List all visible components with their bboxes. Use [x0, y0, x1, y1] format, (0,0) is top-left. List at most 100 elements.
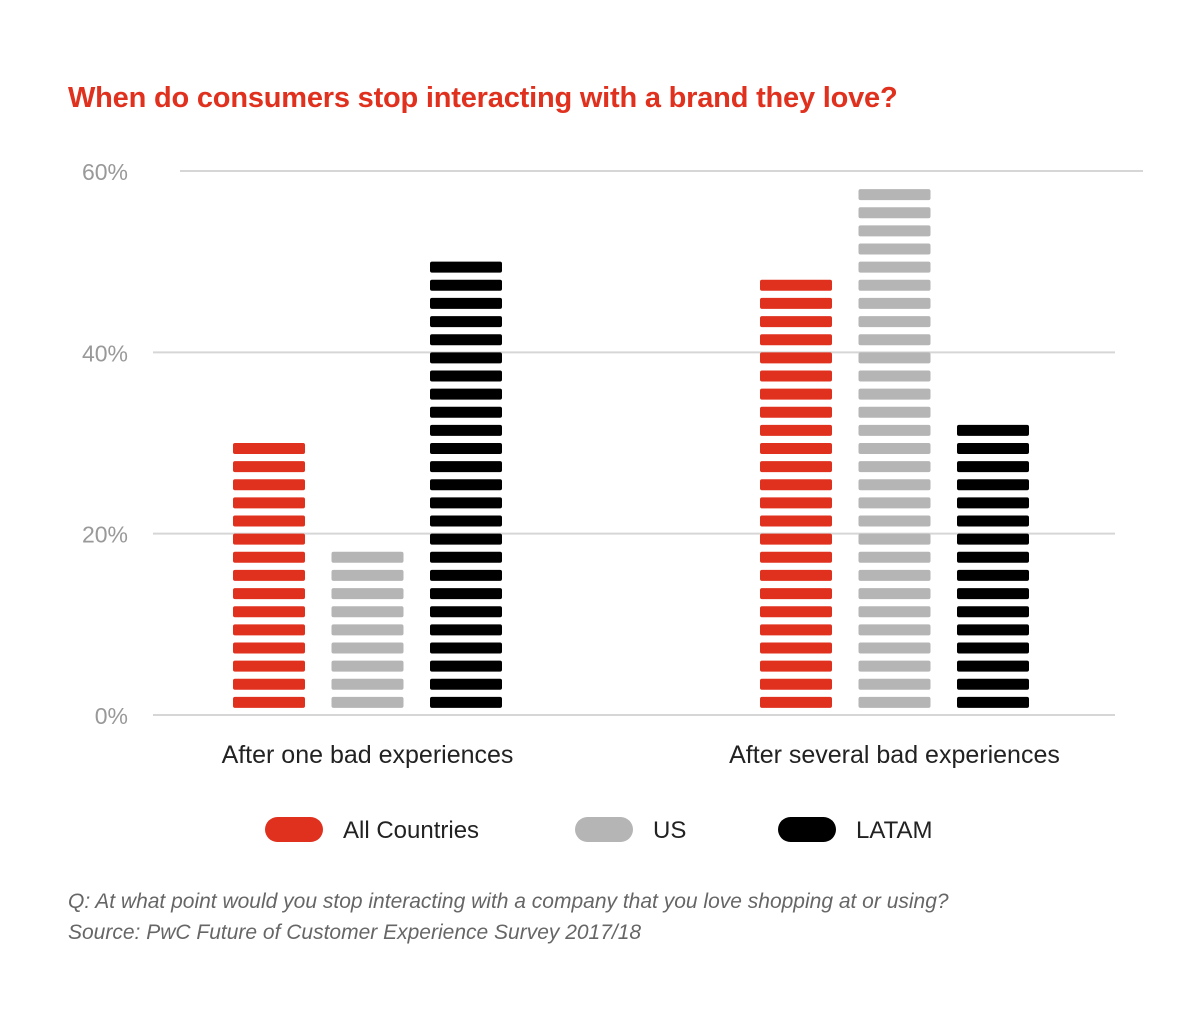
bar-stripe [858, 551, 931, 563]
bar-stripe [760, 479, 832, 491]
bar-stripe [430, 388, 502, 400]
bar-stripe [858, 352, 931, 364]
bar-all-countries [233, 443, 305, 708]
bar-stripe [858, 624, 931, 636]
bar-stripe [760, 497, 832, 509]
bar-stripe [858, 479, 931, 491]
y-tick-label: 20% [82, 522, 128, 548]
bar-stripe [430, 588, 502, 600]
bar-stripe [957, 696, 1029, 708]
bar-stripe [858, 569, 931, 581]
bar-stripe [760, 551, 832, 563]
bar-stripe [957, 515, 1029, 527]
bar-stripe [430, 297, 502, 309]
bar-stripe [760, 279, 832, 291]
bar-stripe [858, 443, 931, 454]
bar-stripe [760, 443, 832, 454]
bar-latam [957, 424, 1029, 708]
bar-stripe [957, 424, 1029, 436]
bar-stripe [957, 588, 1029, 600]
bar-stripe [430, 606, 502, 618]
bar-stripe [233, 497, 305, 509]
bar-stripe [760, 624, 832, 636]
bar-stripe [430, 261, 502, 273]
bar-stripe [858, 515, 931, 527]
bar-stripe [430, 497, 502, 509]
bar-stripe [430, 316, 502, 328]
bar-stripe [233, 624, 305, 636]
bar-stripe [233, 443, 305, 454]
bar-stripe [760, 461, 832, 473]
bar-stripe [760, 316, 832, 328]
legend-label: US [653, 817, 686, 844]
bar-stripe [430, 515, 502, 527]
bar-stripe [858, 406, 931, 418]
legend-swatch [778, 817, 836, 842]
bar-stripe [858, 660, 931, 672]
bar-stripe [233, 588, 305, 600]
bar-stripe [858, 370, 931, 382]
bar-stripe [957, 624, 1029, 636]
bar-stripe [858, 497, 931, 509]
chart-title: When do consumers stop interacting with … [68, 82, 898, 114]
bar-stripe [957, 479, 1029, 491]
bar-stripe [760, 406, 832, 418]
bar-stripe [760, 678, 832, 690]
bar-stripe [233, 479, 305, 491]
bar-stripe [760, 370, 832, 382]
bar-stripe [430, 479, 502, 491]
bar-stripe [957, 678, 1029, 690]
bar-stripe [760, 533, 832, 545]
bar-stripe [760, 660, 832, 672]
bar-stripe [233, 569, 305, 581]
legend-swatch [575, 817, 633, 842]
bar-stripe [957, 660, 1029, 672]
footnote-source: Source: PwC Future of Customer Experienc… [68, 921, 642, 944]
bar-latam [430, 261, 502, 708]
bar-stripe [430, 551, 502, 563]
bar-stripe [233, 642, 305, 654]
bar-stripe [331, 588, 404, 600]
bar-stripe [957, 497, 1029, 509]
bar-stripe [233, 461, 305, 473]
bar-stripe [760, 297, 832, 309]
bar-stripe [430, 660, 502, 672]
bar-stripe [858, 678, 931, 690]
bar-stripe [858, 606, 931, 618]
bar-stripe [331, 551, 404, 563]
bar-stripe [957, 606, 1029, 618]
bar-stripe [430, 406, 502, 418]
x-category-label: After several bad experiences [729, 741, 1060, 769]
bar-stripe [760, 334, 832, 346]
bar-stripe [430, 624, 502, 636]
bar-stripe [858, 279, 931, 291]
bar-stripe [430, 370, 502, 382]
bar-stripe [858, 207, 931, 219]
bar-stripe [331, 624, 404, 636]
footnote-question: Q: At what point would you stop interact… [68, 890, 949, 913]
bar-stripe [760, 588, 832, 600]
bar-stripe [430, 642, 502, 654]
bar-stripe [430, 569, 502, 581]
bar-stripe [858, 243, 931, 255]
bar-stripe [430, 696, 502, 708]
bar-stripe [760, 642, 832, 654]
bar-stripe [331, 606, 404, 618]
bar-stripe [233, 660, 305, 672]
legend-label: All Countries [343, 817, 479, 844]
bar-us [331, 551, 404, 708]
bar-stripe [957, 533, 1029, 545]
bar-stripe [430, 533, 502, 545]
bar-all-countries [760, 279, 832, 708]
bar-stripe [858, 424, 931, 436]
legend-swatch [265, 817, 323, 842]
bar-stripe [858, 696, 931, 708]
bar-stripe [331, 678, 404, 690]
bar-stripe [858, 316, 931, 328]
bar-stripe [430, 279, 502, 291]
bar-stripe [858, 533, 931, 545]
bar-stripe [760, 424, 832, 436]
bar-stripe [760, 388, 832, 400]
bar-stripe [957, 551, 1029, 563]
